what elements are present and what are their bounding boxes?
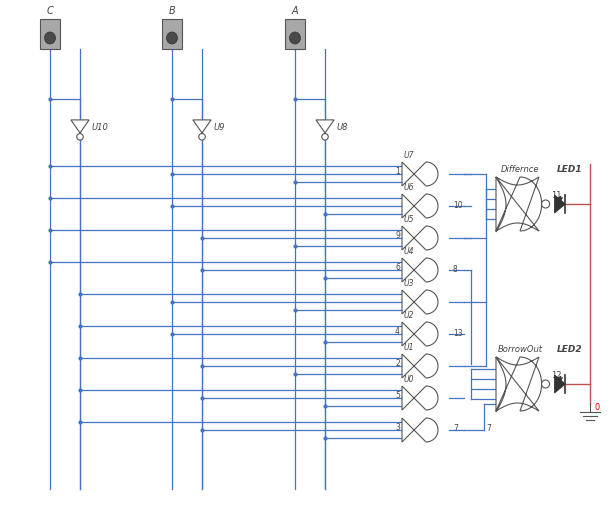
Ellipse shape <box>44 33 55 45</box>
Polygon shape <box>402 259 438 282</box>
Ellipse shape <box>289 33 300 45</box>
Polygon shape <box>496 357 542 412</box>
Text: 5: 5 <box>395 391 400 400</box>
Text: B: B <box>169 6 176 16</box>
Text: 7: 7 <box>453 423 458 433</box>
Text: U0: U0 <box>404 374 414 383</box>
Text: 10: 10 <box>453 200 462 209</box>
Text: U6: U6 <box>404 183 414 191</box>
Text: 6: 6 <box>395 263 400 272</box>
Polygon shape <box>402 227 438 250</box>
Text: BorrowOut: BorrowOut <box>497 344 543 353</box>
Polygon shape <box>402 322 438 346</box>
Text: 0: 0 <box>595 402 600 411</box>
Polygon shape <box>496 178 542 233</box>
Circle shape <box>199 134 205 141</box>
Text: U8: U8 <box>336 123 348 132</box>
Text: 7: 7 <box>486 423 491 433</box>
Text: U4: U4 <box>404 246 414 256</box>
Polygon shape <box>316 121 334 134</box>
Polygon shape <box>554 195 565 214</box>
Text: 1: 1 <box>395 167 400 176</box>
Text: LED1: LED1 <box>557 165 583 174</box>
Bar <box>285 20 305 50</box>
Polygon shape <box>402 194 438 218</box>
Polygon shape <box>402 291 438 315</box>
Text: U3: U3 <box>404 278 414 288</box>
Text: U10: U10 <box>91 123 108 132</box>
Polygon shape <box>554 375 565 393</box>
Circle shape <box>542 201 550 209</box>
Text: 13: 13 <box>453 328 462 337</box>
Ellipse shape <box>166 33 177 45</box>
Text: U1: U1 <box>404 343 414 351</box>
Polygon shape <box>71 121 89 134</box>
Polygon shape <box>402 354 438 378</box>
Polygon shape <box>402 386 438 410</box>
Polygon shape <box>193 121 211 134</box>
Polygon shape <box>402 163 438 187</box>
Text: 3: 3 <box>395 422 400 432</box>
Bar <box>162 20 182 50</box>
Circle shape <box>542 380 550 388</box>
Text: 9: 9 <box>395 231 400 240</box>
Text: 12: 12 <box>551 370 562 379</box>
Polygon shape <box>402 418 438 442</box>
Text: C: C <box>47 6 53 16</box>
Text: 2: 2 <box>395 359 400 368</box>
Text: 11: 11 <box>551 191 562 200</box>
Text: 4: 4 <box>395 327 400 336</box>
Circle shape <box>77 134 84 141</box>
Text: 8: 8 <box>453 264 458 273</box>
Text: U7: U7 <box>404 151 414 160</box>
Text: U9: U9 <box>213 123 225 132</box>
Circle shape <box>322 134 328 141</box>
Text: LED2: LED2 <box>557 344 583 353</box>
Text: A: A <box>292 6 298 16</box>
Bar <box>40 20 60 50</box>
Text: U5: U5 <box>404 215 414 223</box>
Text: Differnce: Differnce <box>501 165 539 174</box>
Text: U2: U2 <box>404 310 414 319</box>
